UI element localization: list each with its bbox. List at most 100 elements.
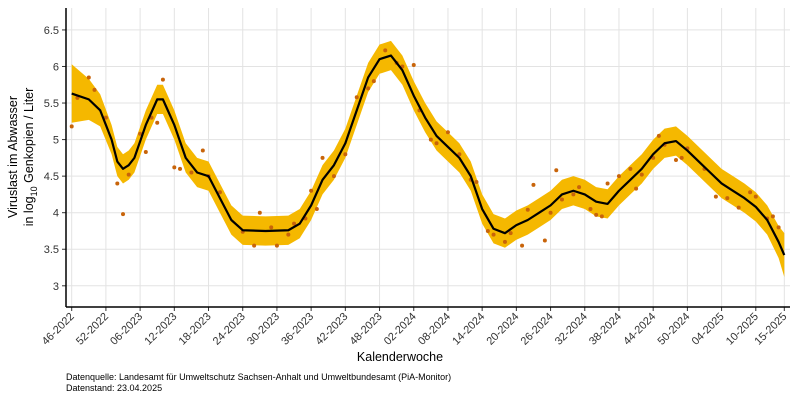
y-tick-label: 6.5 <box>44 25 59 37</box>
data-point <box>189 170 194 175</box>
y-tick-label: 3.5 <box>44 244 59 256</box>
y-tick-label: 3 <box>53 281 59 293</box>
data-point <box>292 221 297 226</box>
data-point <box>257 210 262 215</box>
confidence-band <box>71 40 785 278</box>
y-axis-label: Viruslast im Abwasser <box>6 96 20 218</box>
data-point <box>143 150 148 155</box>
x-tick-label: 32-2024 <box>553 311 590 348</box>
grid <box>66 8 790 307</box>
marks <box>69 40 786 278</box>
x-tick-label: 12-2023 <box>142 311 179 348</box>
x-tick-label: 06-2023 <box>108 311 145 348</box>
data-point <box>594 212 599 217</box>
data-point <box>599 214 604 219</box>
data-point <box>274 243 279 248</box>
x-tick-label: 52-2022 <box>74 311 111 348</box>
data-point <box>331 174 336 179</box>
x-tick-label: 42-2023 <box>313 311 350 348</box>
data-point <box>217 190 222 195</box>
data-point <box>616 174 621 179</box>
data-point <box>776 225 781 230</box>
x-tick-label: 36-2023 <box>279 311 316 348</box>
data-point <box>485 228 490 233</box>
data-point <box>725 196 730 201</box>
data-point <box>428 137 433 142</box>
x-tick-label: 50-2024 <box>655 311 692 348</box>
data-point <box>554 168 559 173</box>
data-point <box>371 79 376 84</box>
y-tick-label: 5.5 <box>44 98 59 110</box>
data-point <box>639 172 644 177</box>
data-point <box>605 181 610 186</box>
x-tick-label: 30-2023 <box>245 311 282 348</box>
data-point <box>559 197 564 202</box>
source-note: Datenstand: 23.04.2025 <box>66 383 162 393</box>
data-point <box>86 75 91 80</box>
y-axis-label: in log10 Genkopien / Liter <box>22 88 39 227</box>
x-tick-label: 20-2024 <box>484 311 521 348</box>
data-point <box>343 152 348 157</box>
x-tick-label: 26-2024 <box>519 311 556 348</box>
data-point <box>520 243 525 248</box>
y-tick-label: 4 <box>53 208 59 220</box>
data-point <box>252 243 257 248</box>
data-point <box>178 166 183 171</box>
data-point <box>770 214 775 219</box>
axes: 3 3.5 4 4.5 5 5.5 6 6.5 46-202252-202206-202312-… <box>40 8 790 348</box>
x-tick-label: 38-2024 <box>587 311 624 348</box>
x-tick-label: 02-2024 <box>382 311 419 348</box>
data-point <box>474 179 479 184</box>
data-point <box>383 48 388 53</box>
data-point <box>172 165 177 170</box>
x-tick-label: 44-2024 <box>621 311 658 348</box>
data-point <box>200 148 205 153</box>
data-point <box>673 158 678 163</box>
x-tick-label: 48-2023 <box>348 311 385 348</box>
y-axis-label-part: in log <box>22 196 36 226</box>
data-point <box>736 205 741 210</box>
data-point <box>508 231 513 236</box>
x-tick-label: 08-2024 <box>416 311 453 348</box>
data-point <box>525 207 530 212</box>
data-point <box>491 232 496 237</box>
y-tick-label: 6 <box>53 61 59 73</box>
data-point <box>138 131 143 136</box>
data-point <box>457 152 462 157</box>
data-point <box>445 130 450 135</box>
data-point <box>588 207 593 212</box>
data-point <box>571 192 576 197</box>
data-point <box>502 239 507 244</box>
data-point <box>269 225 274 230</box>
data-point <box>531 182 536 187</box>
data-point <box>577 185 582 190</box>
data-point <box>628 166 633 171</box>
x-tick-label: 46-2022 <box>40 311 77 348</box>
data-point <box>103 115 108 120</box>
data-point <box>92 87 97 92</box>
data-point <box>115 181 120 186</box>
data-point <box>748 190 753 195</box>
x-tick-label: 04-2025 <box>690 311 727 348</box>
data-point <box>155 120 160 125</box>
data-point <box>434 141 439 146</box>
data-point <box>121 212 126 217</box>
y-tick-label: 5 <box>53 135 59 147</box>
data-point <box>411 63 416 68</box>
x-axis-label: Kalenderwoche <box>357 350 443 364</box>
x-tick-label: 14-2024 <box>450 311 487 348</box>
data-point <box>286 232 291 237</box>
data-point <box>634 186 639 191</box>
trend-line <box>71 54 786 256</box>
data-point <box>160 77 165 82</box>
data-point <box>679 155 684 160</box>
data-point <box>126 172 131 177</box>
data-point <box>542 238 547 243</box>
data-point <box>656 133 661 138</box>
y-axis-label-subscript: 10 <box>29 186 39 196</box>
data-point <box>320 155 325 160</box>
data-point <box>366 86 371 91</box>
x-tick-label: 18-2023 <box>177 311 214 348</box>
y-axis-label-part: Genkopien / Liter <box>22 88 36 187</box>
